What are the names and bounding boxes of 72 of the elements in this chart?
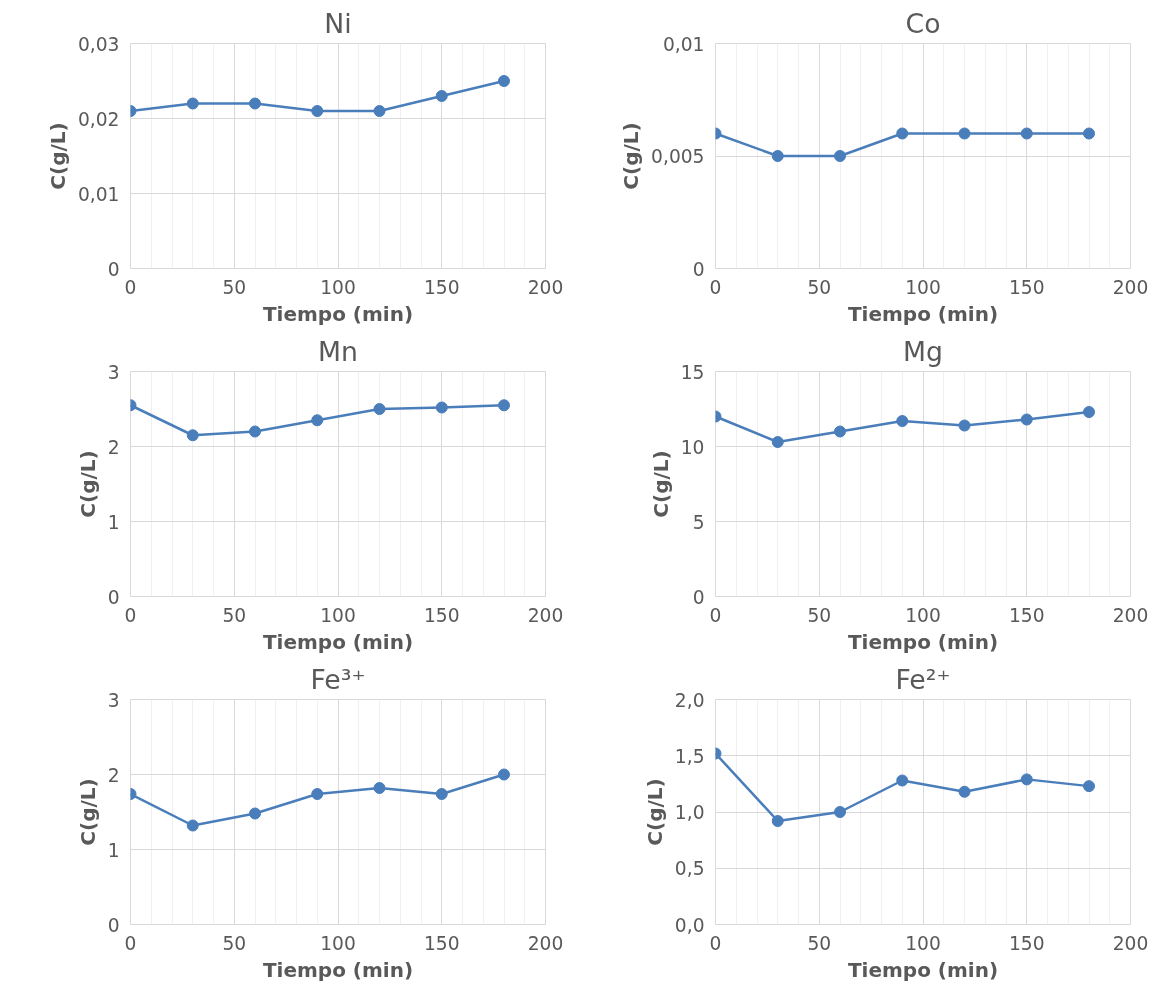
x-tick-label: 150 bbox=[423, 932, 460, 954]
x-tick-label: 0 bbox=[709, 276, 722, 298]
x-tick-label: 150 bbox=[1008, 276, 1045, 298]
y-axis-title: C(g/L) bbox=[45, 122, 70, 190]
x-tick-label: 150 bbox=[423, 604, 460, 626]
y-tick-label: 0 bbox=[107, 914, 120, 936]
x-tick-label: 100 bbox=[320, 604, 356, 626]
x-tick-label: 150 bbox=[1008, 604, 1045, 626]
y-tick-label: 0 bbox=[692, 586, 705, 608]
x-tick-label: 50 bbox=[807, 604, 832, 626]
x-tick-label: 100 bbox=[905, 604, 941, 626]
x-axis-title: Tiempo (min) bbox=[847, 301, 999, 326]
y-axis-title: C(g/L) bbox=[619, 122, 644, 190]
y-tick-label: 3 bbox=[107, 689, 120, 711]
y-tick-label: 1 bbox=[107, 511, 120, 533]
y-tick-label: 10 bbox=[680, 436, 705, 458]
chart-title: Fe³⁺ bbox=[310, 663, 366, 695]
y-tick-label: 0,005 bbox=[651, 146, 705, 167]
x-tick-label: 0 bbox=[124, 932, 137, 954]
y-tick-label: 15 bbox=[680, 361, 705, 383]
y-tick-label: 0,01 bbox=[77, 183, 120, 205]
y-tick-label: 2 bbox=[107, 764, 120, 786]
chart-title: Ni bbox=[324, 7, 352, 39]
x-tick-label: 50 bbox=[807, 276, 832, 298]
x-tick-label: 100 bbox=[905, 932, 941, 954]
y-axis-title: C(g/L) bbox=[75, 450, 100, 518]
x-axis-title: Tiempo (min) bbox=[262, 301, 414, 326]
chart-title: Fe²⁺ bbox=[895, 663, 951, 695]
y-tick-label: 0,5 bbox=[674, 858, 705, 880]
y-tick-label: 0 bbox=[107, 258, 120, 280]
y-tick-label: 0,02 bbox=[77, 108, 120, 130]
x-tick-label: 0 bbox=[124, 276, 137, 298]
y-tick-label: 0,03 bbox=[77, 33, 120, 55]
x-tick-label: 200 bbox=[1112, 276, 1149, 298]
x-axis-title: Tiempo (min) bbox=[847, 957, 999, 982]
x-tick-label: 200 bbox=[527, 604, 564, 626]
x-tick-label: 200 bbox=[527, 276, 564, 298]
x-tick-label: 0 bbox=[709, 604, 722, 626]
y-tick-label: 5 bbox=[692, 511, 705, 533]
y-tick-label: 1,5 bbox=[674, 745, 705, 767]
x-tick-label: 150 bbox=[423, 276, 460, 298]
y-tick-label: 3 bbox=[107, 361, 120, 383]
x-tick-label: 50 bbox=[222, 932, 247, 954]
chart-title: Mn bbox=[318, 335, 358, 367]
x-tick-label: 100 bbox=[320, 932, 356, 954]
y-tick-label: 0 bbox=[692, 258, 705, 280]
x-axis-title: Tiempo (min) bbox=[262, 957, 414, 982]
x-tick-label: 50 bbox=[222, 604, 247, 626]
x-axis-title: Tiempo (min) bbox=[262, 629, 414, 654]
x-tick-label: 200 bbox=[527, 932, 564, 954]
x-tick-label: 50 bbox=[222, 276, 247, 298]
x-tick-label: 50 bbox=[807, 932, 832, 954]
x-tick-label: 0 bbox=[124, 604, 137, 626]
y-tick-label: 2 bbox=[107, 436, 120, 458]
y-tick-label: 0 bbox=[107, 586, 120, 608]
y-axis-title: C(g/L) bbox=[75, 778, 100, 846]
y-tick-label: 2,0 bbox=[674, 689, 705, 711]
x-tick-label: 200 bbox=[1112, 604, 1149, 626]
chart-title: Co bbox=[905, 7, 941, 39]
y-axis-title: C(g/L) bbox=[642, 778, 667, 846]
x-tick-label: 150 bbox=[1008, 932, 1045, 954]
x-tick-label: 100 bbox=[320, 276, 356, 298]
y-tick-label: 1,0 bbox=[674, 802, 705, 823]
x-axis-title: Tiempo (min) bbox=[847, 629, 999, 654]
y-tick-label: 1 bbox=[107, 839, 120, 861]
x-tick-label: 100 bbox=[905, 276, 941, 298]
x-tick-label: 200 bbox=[1112, 932, 1149, 954]
chart-title: Mg bbox=[903, 335, 943, 367]
y-tick-label: 0,0 bbox=[674, 914, 705, 936]
y-axis-title: C(g/L) bbox=[648, 450, 673, 518]
y-tick-label: 0,01 bbox=[662, 33, 705, 55]
x-tick-label: 0 bbox=[709, 932, 722, 954]
